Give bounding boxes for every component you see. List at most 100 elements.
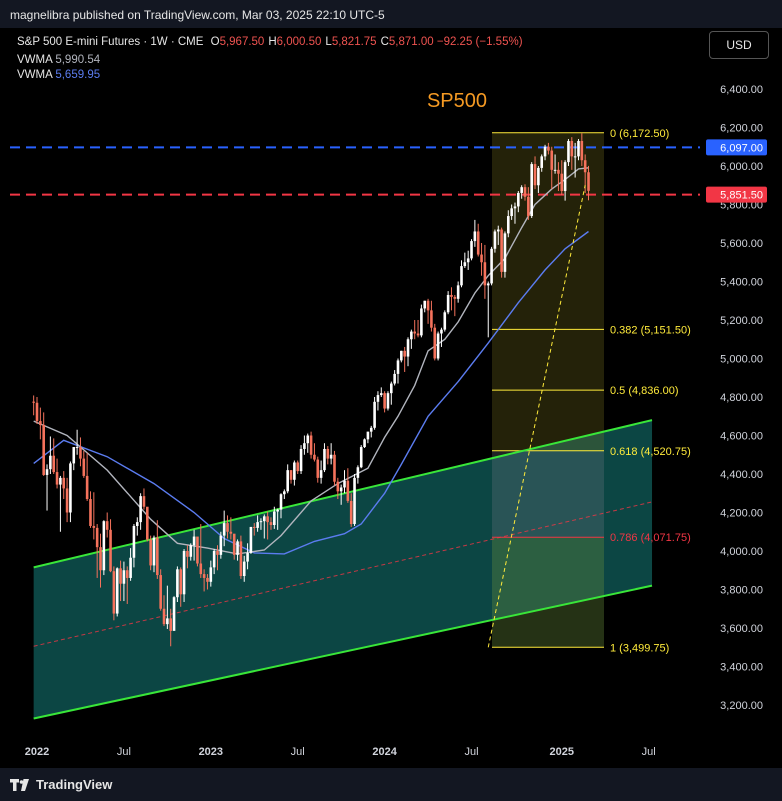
candle <box>269 517 273 530</box>
candle-body <box>486 283 490 286</box>
y-axis-tick-label: 5,200.00 <box>720 315 763 327</box>
candle <box>229 517 233 540</box>
candle <box>336 477 340 500</box>
candle <box>376 391 380 411</box>
candle <box>319 460 323 484</box>
candle <box>186 545 189 569</box>
candle <box>466 250 470 270</box>
publish-info-bar: magnelibra published on TradingView.com,… <box>0 0 782 28</box>
candle <box>182 549 186 603</box>
candle-body <box>299 448 303 472</box>
candle <box>59 475 62 532</box>
footer-bar: TradingView <box>0 768 782 801</box>
symbol-name: S&P 500 E-mini Futures · 1W · CME <box>17 36 204 48</box>
candle <box>296 460 300 474</box>
candle-body <box>306 435 310 444</box>
candle-body <box>249 526 253 553</box>
candle <box>32 395 35 416</box>
candle-body <box>476 231 480 255</box>
candle <box>563 160 567 201</box>
candle-body <box>363 439 366 448</box>
candle-body <box>139 496 142 523</box>
candle-body <box>527 196 530 217</box>
candle-body <box>256 522 259 528</box>
price-label-1: 5,851.50 <box>720 190 763 202</box>
candle-body <box>112 571 116 614</box>
candle-body <box>115 568 119 614</box>
candle-body <box>283 491 286 495</box>
candle-body <box>303 443 306 449</box>
candle <box>553 154 557 174</box>
candle-body <box>59 477 62 485</box>
ohlc-value-h: 6,000.50 <box>276 36 322 48</box>
candle <box>299 445 303 474</box>
candle-body <box>39 421 42 425</box>
candle-body <box>369 427 373 432</box>
vwma-legend-1: VWMA 5,990.54 <box>17 54 100 66</box>
candle-body <box>339 487 343 492</box>
candle-body <box>523 187 527 197</box>
candle <box>383 391 386 413</box>
candle <box>142 488 146 510</box>
candle <box>189 543 193 561</box>
candle <box>567 139 570 166</box>
candle <box>343 470 346 494</box>
candle <box>356 465 360 484</box>
candle <box>249 526 253 554</box>
fib-level-label: 0.618 (4,520.75) <box>610 446 691 458</box>
candle <box>540 154 544 172</box>
candle <box>430 300 433 332</box>
candle <box>476 223 480 257</box>
x-axis-tick-label: Jul <box>642 746 656 758</box>
candle-body <box>420 308 423 336</box>
candle-body <box>510 208 513 217</box>
ohlc-value-l: 5,821.75 <box>331 36 377 48</box>
candle <box>125 566 129 604</box>
candle <box>212 549 216 575</box>
candle <box>587 165 590 201</box>
candle-body <box>537 167 540 186</box>
candle <box>406 337 410 367</box>
candle-body <box>326 448 330 459</box>
candle <box>420 304 423 338</box>
candle-body <box>162 608 166 625</box>
y-axis-tick-label: 5,600.00 <box>720 238 763 250</box>
price-chart[interactable]: 0 (6,172.50) 0.382 (5,151.50) 0.5 (4,836.0… <box>0 0 782 768</box>
candle <box>346 468 350 503</box>
candle-body <box>500 229 503 272</box>
candle-body <box>570 140 574 157</box>
candle-body <box>42 424 45 475</box>
candle-body <box>557 169 560 174</box>
candle <box>366 431 370 444</box>
y-axis-tick-label: 6,000.00 <box>720 161 763 173</box>
candle-body <box>222 523 226 536</box>
candle-body <box>132 525 136 558</box>
fib-zone-middle <box>492 450 604 538</box>
fib-level-label: 0.382 (5,151.50) <box>610 324 691 336</box>
tradingview-logo[interactable]: TradingView <box>10 777 112 792</box>
candle-body <box>293 462 296 480</box>
currency-button[interactable]: USD <box>709 31 769 59</box>
y-axis-tick-label: 4,000.00 <box>720 546 763 558</box>
candle <box>333 450 336 486</box>
candle-body <box>32 401 35 403</box>
candle-body <box>430 310 433 328</box>
candle <box>386 391 390 411</box>
candle-body <box>239 541 243 577</box>
vwma-1-name: VWMA <box>17 54 53 66</box>
candle-body <box>416 333 420 336</box>
trendline <box>487 185 586 648</box>
candle <box>246 543 249 570</box>
candle <box>490 246 493 286</box>
candle <box>216 545 219 571</box>
channel-lower-line <box>33 584 653 720</box>
ohlc-label-h: H <box>268 36 277 48</box>
candle <box>293 460 296 486</box>
candle-body <box>493 231 497 249</box>
candle-body <box>192 536 196 546</box>
candle-body <box>206 577 209 582</box>
candle <box>273 506 276 529</box>
publisher-line: magnelibra published on TradingView.com,… <box>10 8 385 22</box>
candle-body <box>386 393 390 409</box>
candle <box>55 458 59 489</box>
